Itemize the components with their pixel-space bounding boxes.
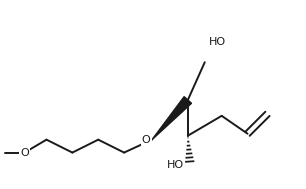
- Text: HO: HO: [167, 160, 184, 170]
- Text: O: O: [142, 135, 151, 145]
- Text: HO: HO: [209, 37, 226, 47]
- Text: O: O: [20, 148, 29, 158]
- Polygon shape: [152, 97, 192, 140]
